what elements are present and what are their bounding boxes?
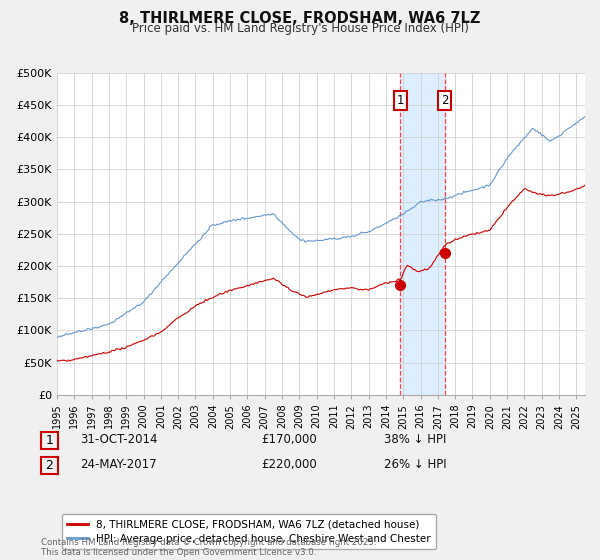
- Text: 38% ↓ HPI: 38% ↓ HPI: [384, 433, 446, 446]
- Text: 1: 1: [397, 94, 404, 106]
- Legend: 8, THIRLMERE CLOSE, FRODSHAM, WA6 7LZ (detached house), HPI: Average price, deta: 8, THIRLMERE CLOSE, FRODSHAM, WA6 7LZ (d…: [62, 514, 436, 549]
- Text: 2: 2: [45, 459, 53, 472]
- Text: 31-OCT-2014: 31-OCT-2014: [80, 433, 157, 446]
- Text: Contains HM Land Registry data © Crown copyright and database right 2025.
This d: Contains HM Land Registry data © Crown c…: [41, 538, 376, 557]
- Text: 8, THIRLMERE CLOSE, FRODSHAM, WA6 7LZ: 8, THIRLMERE CLOSE, FRODSHAM, WA6 7LZ: [119, 11, 481, 26]
- Bar: [400, 73, 445, 395]
- Text: 26% ↓ HPI: 26% ↓ HPI: [384, 458, 446, 472]
- Text: 24-MAY-2017: 24-MAY-2017: [80, 458, 157, 472]
- Text: £220,000: £220,000: [261, 458, 317, 472]
- Text: 1: 1: [45, 433, 53, 447]
- Text: Price paid vs. HM Land Registry's House Price Index (HPI): Price paid vs. HM Land Registry's House …: [131, 22, 469, 35]
- Text: £170,000: £170,000: [261, 433, 317, 446]
- Text: 2: 2: [441, 94, 448, 106]
